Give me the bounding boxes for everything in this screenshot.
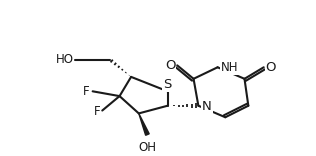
Text: HO: HO — [55, 53, 73, 66]
Text: NH: NH — [221, 61, 238, 74]
Text: N: N — [202, 100, 212, 113]
Text: O: O — [165, 59, 175, 72]
Text: F: F — [94, 105, 100, 118]
Text: F: F — [83, 85, 90, 98]
Text: S: S — [163, 78, 172, 91]
Text: O: O — [266, 61, 276, 74]
Text: OH: OH — [138, 141, 156, 154]
Polygon shape — [139, 113, 149, 135]
